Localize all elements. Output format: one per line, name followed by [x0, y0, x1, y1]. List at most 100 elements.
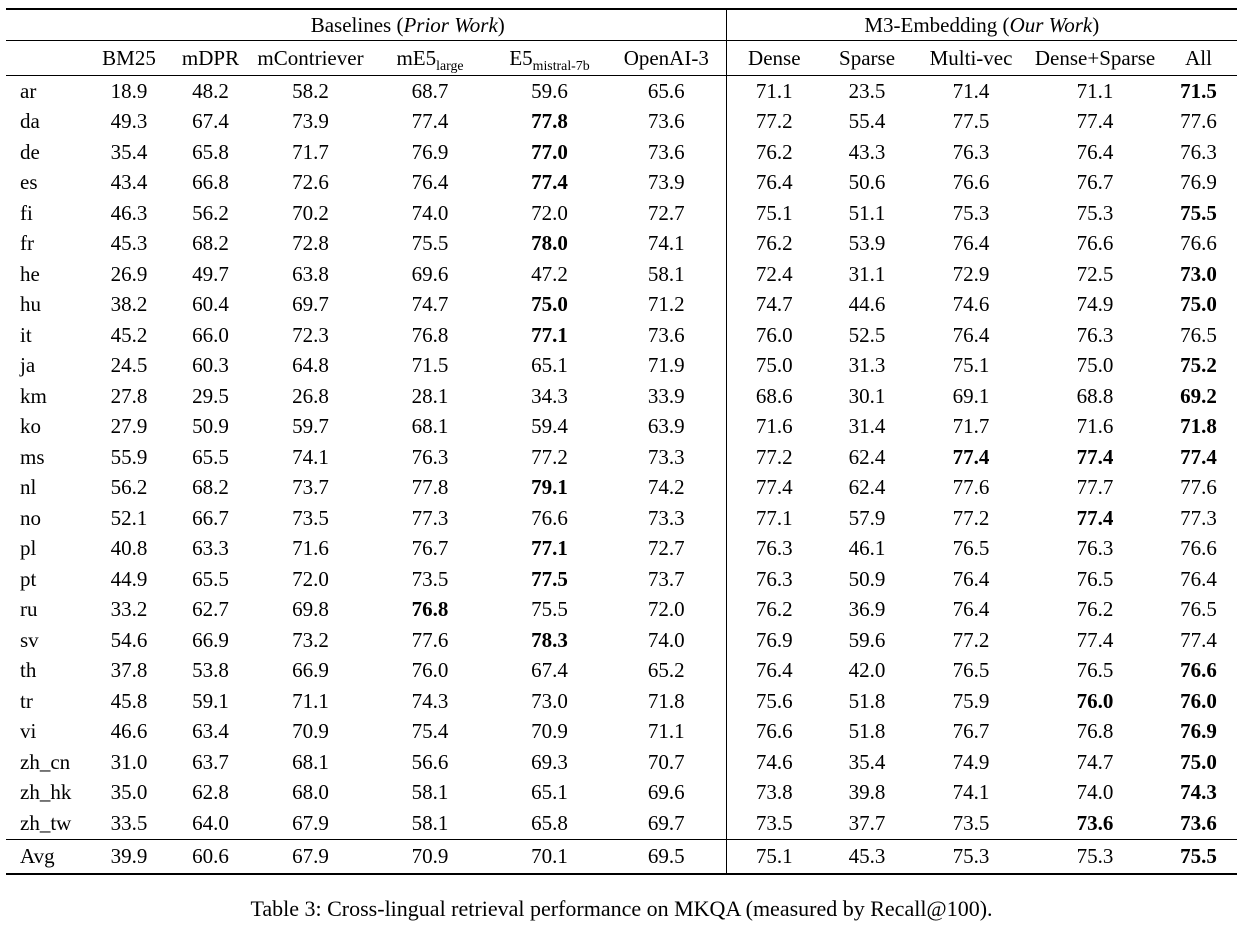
table-row-zh-cn: zh_cn 31.0 63.7 68.1 56.6 69.3 70.7 74.6 35.4 74.…	[6, 747, 1237, 778]
cell-pt-dense: 76.3	[725, 564, 823, 595]
cell-it-sparse: 52.5	[848, 322, 886, 347]
cell-avg-e5: 70.1	[492, 838, 607, 874]
cell-sv-mdpr: 66.9	[192, 627, 229, 652]
cell-fi-multi-vec: 75.3	[952, 200, 990, 225]
cell-zh-cn-sparse: 35.4	[848, 749, 886, 774]
cell-zh-hk-multi-vec: 74.1	[952, 780, 990, 805]
column-header-multi-vec: Multi-vec	[912, 40, 1031, 76]
cell-no-mdpr: 66.7	[192, 505, 229, 530]
cell-fi-e5: 72.0	[531, 200, 568, 225]
cell-hu-dense-sparse: 74.9	[1076, 292, 1114, 317]
cell-de-all: 76.3	[1180, 139, 1217, 164]
cell-ru-dense-sparse: 76.2	[1076, 597, 1114, 622]
row-label-avg: Avg	[6, 838, 90, 874]
cell-no-me5: 77.3	[411, 505, 449, 530]
cell-th-sparse: 42.0	[848, 658, 886, 683]
cell-sv-openai-3: 74.0	[647, 627, 685, 652]
cell-vi-sparse: 51.8	[848, 719, 886, 744]
cell-ru-all: 76.5	[1180, 597, 1217, 622]
cell-da-dense: 77.2	[725, 106, 823, 137]
cell-nl-mdpr: 68.2	[192, 475, 229, 500]
group-header-m3-embedding: M3-Embedding (Our Work)	[725, 9, 1238, 41]
cell-sv-mcontriever: 73.2	[292, 627, 329, 652]
cell-ar-sparse: 23.5	[848, 78, 886, 103]
cell-ja-dense: 75.0	[725, 350, 823, 381]
table-row-zh-tw: zh_tw 33.5 64.0 67.9 58.1 65.8 69.7 73.5 37.7 73.…	[6, 808, 1237, 839]
cell-ko-mdpr: 50.9	[192, 414, 229, 439]
cell-zh-tw-all: 73.6	[1180, 810, 1217, 835]
cell-ar-dense: 71.1	[725, 75, 823, 107]
table-row-fr: fr 45.3 68.2 72.8 75.5 78.0 74.1 76.2 53.9 76.4 76…	[6, 228, 1237, 259]
cell-pt-mdpr: 65.5	[192, 566, 229, 591]
cell-zh-cn-e5: 69.3	[531, 749, 568, 774]
cell-km-openai-3: 33.9	[647, 383, 685, 408]
cell-zh-hk-me5: 58.1	[411, 780, 449, 805]
column-header-mdpr: mDPR	[168, 40, 253, 76]
cell-km-bm25: 27.8	[110, 383, 148, 408]
cell-fr-all: 76.6	[1180, 231, 1217, 256]
cell-zh-tw-me5: 58.1	[411, 810, 449, 835]
cell-avg-mcontriever: 67.9	[253, 838, 368, 874]
cell-km-dense: 68.6	[725, 381, 823, 412]
cell-ko-all: 71.8	[1180, 414, 1217, 439]
cell-es-bm25: 43.4	[110, 170, 148, 195]
cell-ko-multi-vec: 71.7	[952, 414, 990, 439]
cell-ms-mdpr: 65.5	[192, 444, 229, 469]
cell-zh-tw-mcontriever: 67.9	[292, 810, 329, 835]
cell-es-me5: 76.4	[411, 170, 449, 195]
cell-tr-multi-vec: 75.9	[952, 688, 990, 713]
cell-ko-e5: 59.4	[531, 414, 568, 439]
cell-ja-mcontriever: 64.8	[292, 353, 329, 378]
cell-ja-e5: 65.1	[531, 353, 568, 378]
cell-km-mdpr: 29.5	[192, 383, 229, 408]
cell-fi-all: 75.5	[1180, 200, 1217, 225]
cell-fi-dense: 75.1	[725, 198, 823, 229]
cell-km-dense-sparse: 68.8	[1076, 383, 1114, 408]
cell-tr-openai-3: 71.8	[647, 688, 685, 713]
cell-fr-sparse: 53.9	[848, 231, 886, 256]
row-label-zh-cn: zh_cn	[20, 749, 71, 774]
cell-avg-dense-sparse: 75.3	[1030, 838, 1161, 874]
cell-da-bm25: 49.3	[110, 109, 148, 134]
cell-km-sparse: 30.1	[848, 383, 886, 408]
column-header-bm25: BM25	[90, 40, 168, 76]
cell-da-mcontriever: 73.9	[292, 109, 329, 134]
cell-ru-e5: 75.5	[531, 597, 568, 622]
cell-avg-bm25: 39.9	[90, 838, 168, 874]
cell-ko-mcontriever: 59.7	[292, 414, 329, 439]
cell-zh-cn-mcontriever: 68.1	[292, 749, 329, 774]
row-label-he: he	[20, 261, 40, 286]
cell-vi-me5: 75.4	[411, 719, 449, 744]
cell-ru-openai-3: 72.0	[647, 597, 685, 622]
table-row-tr: tr 45.8 59.1 71.1 74.3 73.0 71.8 75.6 51.8 75.9 76…	[6, 686, 1237, 717]
cell-zh-hk-mdpr: 62.8	[192, 780, 229, 805]
cell-hu-sparse: 44.6	[848, 292, 886, 317]
cell-avg-multi-vec: 75.3	[912, 838, 1031, 874]
cell-vi-multi-vec: 76.7	[952, 719, 990, 744]
cell-pl-sparse: 46.1	[848, 536, 886, 561]
row-label-it: it	[20, 322, 32, 347]
row-label-zh-tw: zh_tw	[20, 810, 72, 835]
cell-ja-me5: 71.5	[411, 353, 449, 378]
group-header-baselines: Baselines (Prior Work)	[90, 9, 727, 41]
row-label-ko: ko	[20, 414, 41, 439]
cell-es-dense: 76.4	[725, 167, 823, 198]
table-row-da: da 49.3 67.4 73.9 77.4 77.8 73.6 77.2 55.4 77.5 77…	[6, 106, 1237, 137]
cell-ms-sparse: 62.4	[848, 444, 886, 469]
row-label-es: es	[20, 170, 38, 195]
cell-vi-bm25: 46.6	[110, 719, 148, 744]
cell-pl-all: 76.6	[1180, 536, 1217, 561]
cell-sv-dense-sparse: 77.4	[1076, 627, 1114, 652]
cell-avg-openai-3: 69.5	[607, 838, 727, 874]
cell-pt-bm25: 44.9	[110, 566, 148, 591]
group-header-m3-suffix: )	[1092, 12, 1100, 37]
cell-ja-openai-3: 71.9	[647, 353, 685, 378]
cell-he-all: 73.0	[1180, 261, 1217, 286]
table-row-hu: hu 38.2 60.4 69.7 74.7 75.0 71.2 74.7 44.6 74.6 74…	[6, 289, 1237, 320]
cell-fr-mdpr: 68.2	[192, 231, 229, 256]
cell-nl-openai-3: 74.2	[647, 475, 685, 500]
cell-pl-bm25: 40.8	[110, 536, 148, 561]
cell-de-dense-sparse: 76.4	[1076, 139, 1114, 164]
table-row-it: it 45.2 66.0 72.3 76.8 77.1 73.6 76.0 52.5 76.4 76…	[6, 320, 1237, 351]
table-row-he: he 26.9 49.7 63.8 69.6 47.2 58.1 72.4 31.1 72.9 72…	[6, 259, 1237, 290]
